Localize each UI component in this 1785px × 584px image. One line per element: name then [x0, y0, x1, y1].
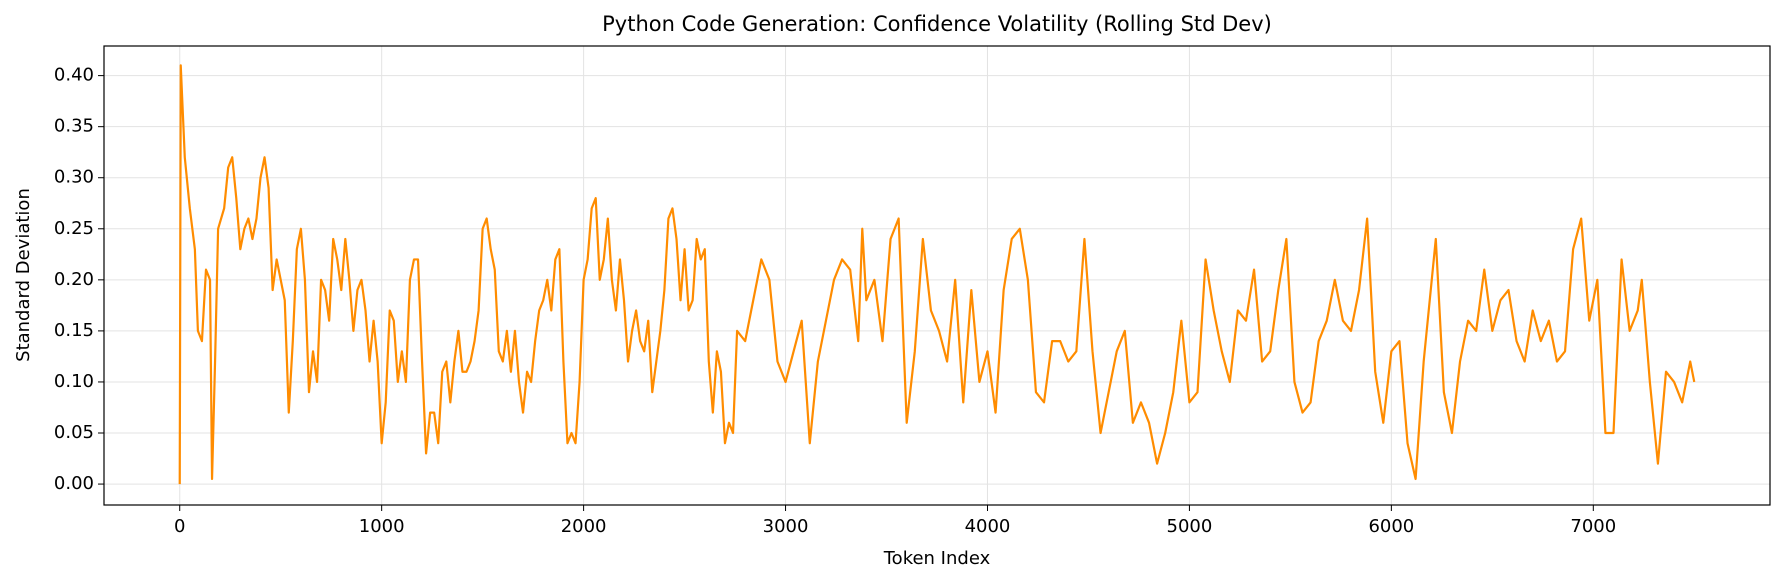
y-axis-label: Standard Deviation	[13, 188, 34, 362]
x-tick-label: 0	[174, 516, 185, 537]
x-tick-label: 4000	[965, 516, 1011, 537]
y-tick-label: 0.25	[54, 218, 94, 239]
y-tick-label: 0.15	[54, 320, 94, 341]
chart-title: Python Code Generation: Confidence Volat…	[602, 12, 1272, 36]
y-tick-label: 0.30	[54, 167, 94, 188]
plot-frame	[103, 45, 1771, 506]
y-tick-label: 0.40	[54, 65, 94, 86]
data-line	[178, 64, 1696, 485]
x-tick-label: 6000	[1368, 516, 1414, 537]
x-tick-label: 2000	[561, 516, 607, 537]
x-tick-label: 5000	[1167, 516, 1213, 537]
x-tick-label: 7000	[1570, 516, 1616, 537]
y-tick-label: 0.10	[54, 371, 94, 392]
x-tick-label: 3000	[763, 516, 809, 537]
y-tick-label: 0.00	[54, 473, 94, 494]
x-tick-label: 1000	[359, 516, 405, 537]
x-axis-label: Token Index	[883, 548, 991, 569]
y-tick-label: 0.05	[54, 422, 94, 443]
y-tick-label: 0.20	[54, 269, 94, 290]
y-tick-label: 0.35	[54, 116, 94, 137]
